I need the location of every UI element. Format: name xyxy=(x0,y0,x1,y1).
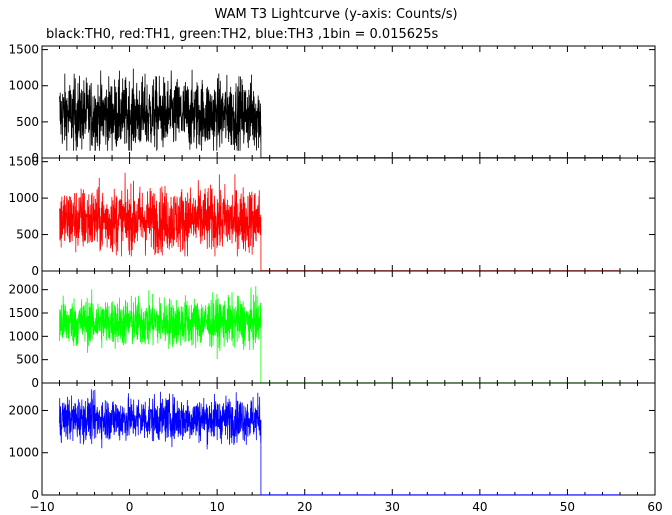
panel-th1: 0 500 1000 1500 xyxy=(8,155,656,278)
chart-subtitle: black:TH0, red:TH1, green:TH2, blue:TH3 … xyxy=(46,27,439,42)
y-tick-label: 2000 xyxy=(8,403,39,417)
series-th1 xyxy=(59,172,620,272)
y-tick-label: 0 xyxy=(31,488,39,502)
y-tick-label: 2000 xyxy=(8,283,39,297)
y-tick-label: 1000 xyxy=(8,191,39,205)
panel-th3: 0 1000 2000 xyxy=(8,382,656,502)
y-tick-label: 0 xyxy=(31,264,39,278)
series-th2 xyxy=(59,286,620,384)
x-tick-label: 10 xyxy=(210,500,225,514)
x-tick-label: 40 xyxy=(472,500,487,514)
y-tick-label: 500 xyxy=(16,353,39,367)
y-tick-label: 500 xyxy=(16,228,39,242)
y-tick-label: 1000 xyxy=(8,79,39,93)
series-th3 xyxy=(59,389,620,496)
y-tick-label: 1000 xyxy=(8,446,39,460)
y-tick-label: 1000 xyxy=(8,329,39,343)
chart-title: WAM T3 Lightcurve (y-axis: Counts/s) xyxy=(214,7,458,22)
x-tick-label: 60 xyxy=(647,500,662,514)
y-tick-label: 0 xyxy=(31,151,39,165)
y-tick-label: 1500 xyxy=(8,306,39,320)
x-tick-label: 20 xyxy=(297,500,312,514)
x-tick-label: 50 xyxy=(560,500,575,514)
y-tick-label: 1500 xyxy=(8,155,39,169)
y-tick-label: 0 xyxy=(31,376,39,390)
y-tick-label: 500 xyxy=(16,115,39,129)
panel-th2: 0 500 1000 1500 2000 xyxy=(8,270,656,390)
series-th0 xyxy=(59,68,620,159)
x-tick-label: 0 xyxy=(126,500,134,514)
x-tick-label: −10 xyxy=(29,500,54,514)
x-tick-label: 30 xyxy=(385,500,400,514)
panel-th0: 0 500 1000 1500 xyxy=(8,43,656,165)
y-tick-label: 1500 xyxy=(8,43,39,57)
